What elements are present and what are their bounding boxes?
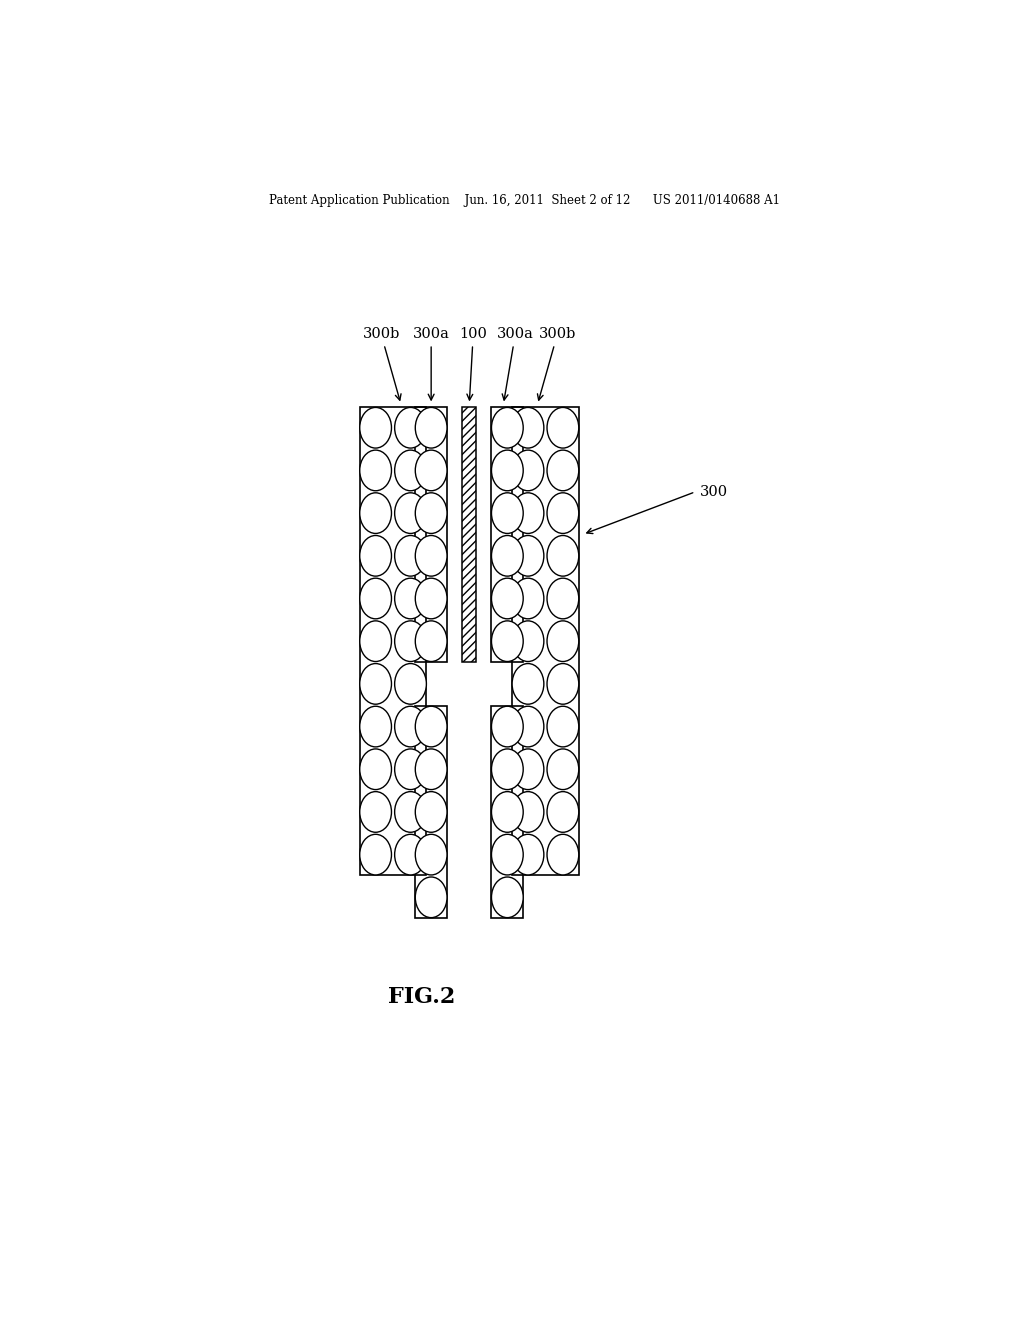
Circle shape xyxy=(394,792,426,833)
Circle shape xyxy=(359,492,391,533)
Circle shape xyxy=(394,408,426,447)
Circle shape xyxy=(492,706,523,747)
Bar xyxy=(462,408,476,661)
Circle shape xyxy=(492,492,523,533)
Circle shape xyxy=(359,620,391,661)
Bar xyxy=(512,408,579,875)
Circle shape xyxy=(547,536,579,576)
Circle shape xyxy=(547,620,579,661)
Circle shape xyxy=(416,620,447,661)
Circle shape xyxy=(416,748,447,789)
Text: 300a: 300a xyxy=(413,327,450,400)
Text: 300b: 300b xyxy=(362,327,401,400)
Text: FIG.2: FIG.2 xyxy=(388,986,456,1008)
Circle shape xyxy=(547,706,579,747)
Circle shape xyxy=(416,578,447,619)
Circle shape xyxy=(359,408,391,447)
Circle shape xyxy=(394,706,426,747)
Circle shape xyxy=(416,706,447,747)
Bar xyxy=(416,408,447,661)
Circle shape xyxy=(547,578,579,619)
Circle shape xyxy=(416,536,447,576)
Circle shape xyxy=(416,408,447,447)
Circle shape xyxy=(394,748,426,789)
Circle shape xyxy=(492,792,523,833)
Circle shape xyxy=(416,834,447,875)
Circle shape xyxy=(416,792,447,833)
Circle shape xyxy=(394,620,426,661)
Circle shape xyxy=(359,834,391,875)
Circle shape xyxy=(547,792,579,833)
Bar xyxy=(416,706,447,917)
Circle shape xyxy=(547,748,579,789)
Circle shape xyxy=(492,578,523,619)
Circle shape xyxy=(359,450,391,491)
Circle shape xyxy=(547,450,579,491)
Circle shape xyxy=(492,748,523,789)
Circle shape xyxy=(416,876,447,917)
Circle shape xyxy=(394,578,426,619)
Circle shape xyxy=(547,834,579,875)
Bar xyxy=(492,408,523,661)
Circle shape xyxy=(512,664,544,704)
Circle shape xyxy=(512,578,544,619)
Circle shape xyxy=(359,792,391,833)
Circle shape xyxy=(492,620,523,661)
Text: 300: 300 xyxy=(699,484,727,499)
Circle shape xyxy=(394,834,426,875)
Circle shape xyxy=(512,450,544,491)
Text: 300b: 300b xyxy=(538,327,577,400)
Circle shape xyxy=(394,492,426,533)
Circle shape xyxy=(492,876,523,917)
Circle shape xyxy=(492,536,523,576)
Circle shape xyxy=(512,620,544,661)
Text: Patent Application Publication    Jun. 16, 2011  Sheet 2 of 12      US 2011/0140: Patent Application Publication Jun. 16, … xyxy=(269,194,780,207)
Circle shape xyxy=(359,578,391,619)
Circle shape xyxy=(492,408,523,447)
Circle shape xyxy=(547,664,579,704)
Circle shape xyxy=(359,664,391,704)
Text: 300a: 300a xyxy=(497,327,534,400)
Circle shape xyxy=(492,450,523,491)
Circle shape xyxy=(394,450,426,491)
Circle shape xyxy=(394,664,426,704)
Circle shape xyxy=(547,492,579,533)
Circle shape xyxy=(359,536,391,576)
Circle shape xyxy=(512,492,544,533)
Circle shape xyxy=(512,834,544,875)
Circle shape xyxy=(492,834,523,875)
Circle shape xyxy=(547,408,579,447)
Circle shape xyxy=(512,706,544,747)
Circle shape xyxy=(416,450,447,491)
Circle shape xyxy=(512,536,544,576)
Circle shape xyxy=(394,536,426,576)
Circle shape xyxy=(512,748,544,789)
Circle shape xyxy=(359,748,391,789)
Bar xyxy=(492,706,523,917)
Circle shape xyxy=(416,492,447,533)
Circle shape xyxy=(512,792,544,833)
Circle shape xyxy=(512,408,544,447)
Bar xyxy=(359,408,426,875)
Circle shape xyxy=(359,706,391,747)
Text: 100: 100 xyxy=(460,327,487,400)
